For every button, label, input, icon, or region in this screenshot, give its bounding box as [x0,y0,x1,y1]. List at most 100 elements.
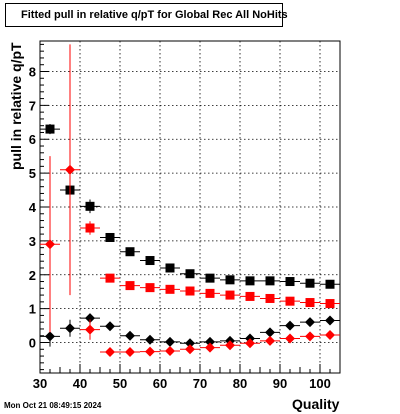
square-marker [225,275,235,285]
data-point [220,275,240,285]
diamond-marker [65,164,75,175]
data-point [320,330,340,341]
data-point [160,345,180,356]
data-point [300,278,320,288]
square-marker [165,263,175,273]
data-point [300,317,320,328]
y-tick-label: 8 [29,64,36,79]
data-point [80,221,100,235]
data-point [120,247,140,257]
data-point [40,124,60,135]
square-marker [325,299,335,309]
y-tick-label: 5 [29,166,36,181]
square-marker [245,276,255,286]
data-point [240,291,260,301]
x-tick-label: 70 [193,376,207,391]
x-tick-label: 40 [73,376,87,391]
data-point [320,299,340,309]
diamond-marker [85,313,95,324]
diamond-marker [145,346,155,357]
data-point [180,286,200,296]
diamond-marker [245,338,255,349]
diamond-marker [285,320,295,331]
data-point [160,263,180,273]
y-tick-label: 3 [29,234,36,249]
x-tick-label: 80 [233,376,247,391]
x-axis-title: Quality [292,396,340,412]
square-marker [285,296,295,306]
data-point [40,156,60,333]
square-marker [265,276,275,286]
y-tick-label: 4 [29,200,37,215]
data-point [160,284,180,294]
square-marker [85,223,95,233]
data-point [200,288,220,298]
diamond-marker [125,330,135,341]
data-point [180,269,200,279]
data-point [120,346,140,357]
diamond-marker [185,344,195,355]
diamond-marker [185,338,195,349]
diamond-marker [265,335,275,346]
diamond-marker [145,334,155,345]
square-marker [145,256,155,266]
square-marker [45,124,55,134]
data-point [320,279,340,289]
data-point [140,256,160,266]
diamond-marker [105,321,115,332]
diamond-marker [45,331,55,342]
diamond-marker [165,345,175,356]
data-point [100,232,120,242]
data-point [200,342,220,353]
square-marker [105,232,115,242]
square-marker [145,283,155,293]
data-point [300,298,320,308]
diamond-marker [305,317,315,328]
diamond-marker [65,323,75,334]
data-point [60,319,80,337]
square-marker [205,288,215,298]
data-point [180,344,200,355]
y-tick-label: 0 [29,336,36,351]
square-marker [325,279,335,289]
x-tick-label: 30 [33,376,47,391]
square-marker [185,286,195,296]
grid-lines [40,41,340,373]
data-point [100,273,120,283]
square-marker [245,291,255,301]
data-point [240,338,260,349]
axis-ticks [39,43,341,373]
diamond-marker [225,340,235,351]
data-point [140,334,160,345]
data-point [160,336,180,347]
data-point [140,283,160,293]
square-marker [185,269,195,279]
x-tick-label: 90 [273,376,287,391]
square-marker [225,290,235,300]
diamond-marker [105,346,115,357]
square-marker [305,298,315,308]
diamond-marker [125,346,135,357]
square-marker [125,247,135,257]
y-tick-label: 1 [29,302,36,317]
square-marker [85,201,95,211]
data-point [320,315,340,326]
diamond-marker [325,330,335,341]
data-point [280,277,300,287]
y-tick-label: 6 [29,132,36,147]
data-point [120,330,140,341]
y-tick-label: 7 [29,98,36,113]
diamond-marker [45,239,55,250]
data-point [260,276,280,286]
data-point [280,333,300,344]
x-tick-label: 50 [113,376,127,391]
diamond-marker [165,336,175,347]
data-point [260,335,280,346]
diamond-marker [205,336,215,347]
data-point [200,273,220,283]
data-point [180,338,200,349]
chart-title: Fitted pull in relative q/pT for Global … [5,3,288,27]
data-point [120,281,140,291]
square-marker [285,277,295,287]
